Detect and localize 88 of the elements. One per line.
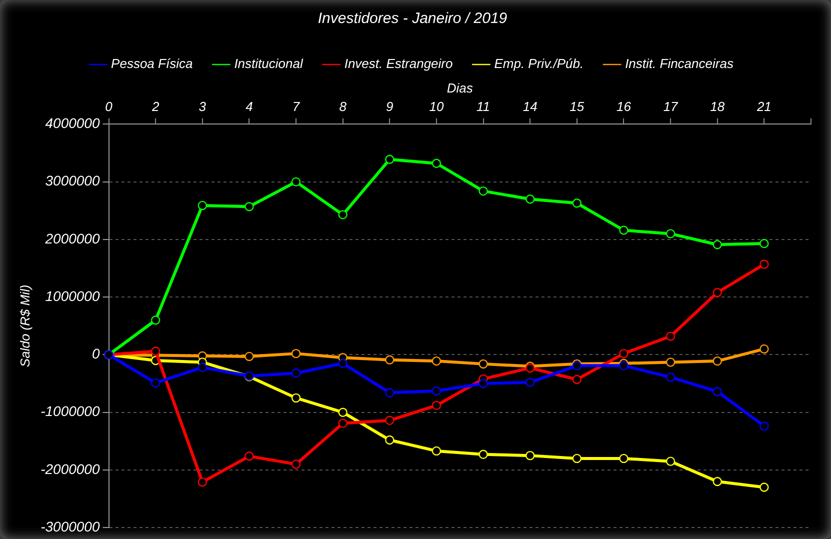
point	[385, 416, 394, 426]
point	[760, 482, 769, 492]
y-tick-label: 1000000	[45, 288, 100, 304]
point	[619, 226, 628, 235]
point	[291, 348, 301, 358]
x-tick-label: 11	[476, 99, 490, 114]
x-tick-label: 8	[339, 99, 348, 114]
point	[666, 358, 676, 367]
point	[712, 356, 722, 366]
legend-label: Institucional	[234, 56, 304, 72]
point	[291, 393, 301, 403]
point	[478, 450, 488, 460]
point	[338, 418, 348, 428]
point	[338, 408, 348, 417]
point	[619, 361, 628, 370]
y-tick-label: -1000000	[40, 403, 100, 420]
x-tick-label: 10	[429, 99, 444, 114]
point	[760, 422, 769, 431]
point	[619, 454, 628, 464]
point	[244, 352, 254, 362]
point	[712, 240, 722, 250]
legend-label: Invest. Estrangeiro	[344, 56, 453, 72]
y-tick-label: 3000000	[45, 172, 100, 189]
x-tick-label: 0	[105, 99, 114, 114]
point	[385, 388, 394, 398]
point	[198, 200, 207, 210]
point	[666, 456, 676, 466]
point	[338, 358, 348, 368]
point	[432, 386, 442, 396]
point	[198, 362, 207, 372]
point	[338, 210, 348, 220]
point	[666, 229, 676, 238]
point	[244, 202, 254, 212]
point	[760, 260, 769, 269]
point	[666, 332, 676, 341]
point	[712, 386, 722, 396]
point	[150, 378, 160, 388]
y-tick-label: -2000000	[40, 460, 100, 477]
point	[432, 356, 442, 366]
point	[385, 355, 394, 364]
x-tick-label: 4	[246, 99, 253, 114]
x-tick-label: 15	[570, 99, 585, 114]
y-tick-label: -3000000	[40, 518, 100, 534]
x-tick-label: 7	[292, 99, 300, 114]
point	[619, 348, 628, 358]
point	[432, 158, 442, 168]
point	[150, 316, 160, 325]
point	[712, 288, 722, 298]
point	[478, 359, 488, 369]
point	[572, 454, 582, 464]
x-tick-label: 9	[386, 99, 394, 114]
y-axis-title: Saldo (R$ Mil)	[17, 284, 32, 368]
point	[526, 378, 535, 387]
x-tick-label: 3	[198, 99, 207, 114]
point	[526, 194, 535, 204]
x-tick-label: 14	[522, 99, 538, 114]
point	[526, 450, 535, 460]
point	[760, 344, 769, 354]
point	[478, 186, 488, 196]
chart-title: Investidores - Janeiro / 2019	[318, 10, 508, 28]
y-tick-label: 0	[92, 346, 100, 362]
x-tick-label: 17	[663, 99, 679, 114]
x-tick-label: 16	[616, 99, 632, 114]
legend-label: Pessoa Física	[111, 56, 193, 72]
point	[291, 177, 301, 186]
point	[432, 400, 442, 410]
point	[385, 435, 394, 445]
point	[198, 477, 207, 487]
x-tick-label: 21	[756, 99, 772, 114]
point	[760, 238, 769, 248]
point	[712, 476, 722, 486]
point	[385, 154, 394, 164]
point	[244, 452, 254, 461]
y-tick-label: 4000000	[45, 115, 100, 132]
point	[291, 460, 301, 469]
point	[572, 374, 582, 384]
point	[478, 378, 488, 388]
point	[666, 372, 676, 382]
point	[432, 446, 442, 456]
point	[150, 346, 160, 356]
x-axis-title: Dias	[446, 80, 474, 96]
y-tick-label: 2000000	[44, 230, 100, 246]
legend-label: Instit. Fincanceiras	[625, 56, 734, 72]
legend-label: Emp. Priv./Púb.	[494, 56, 584, 72]
point	[291, 368, 301, 378]
x-tick-label: 2	[150, 99, 160, 114]
point	[572, 198, 582, 208]
x-tick-label: 18	[710, 99, 726, 114]
